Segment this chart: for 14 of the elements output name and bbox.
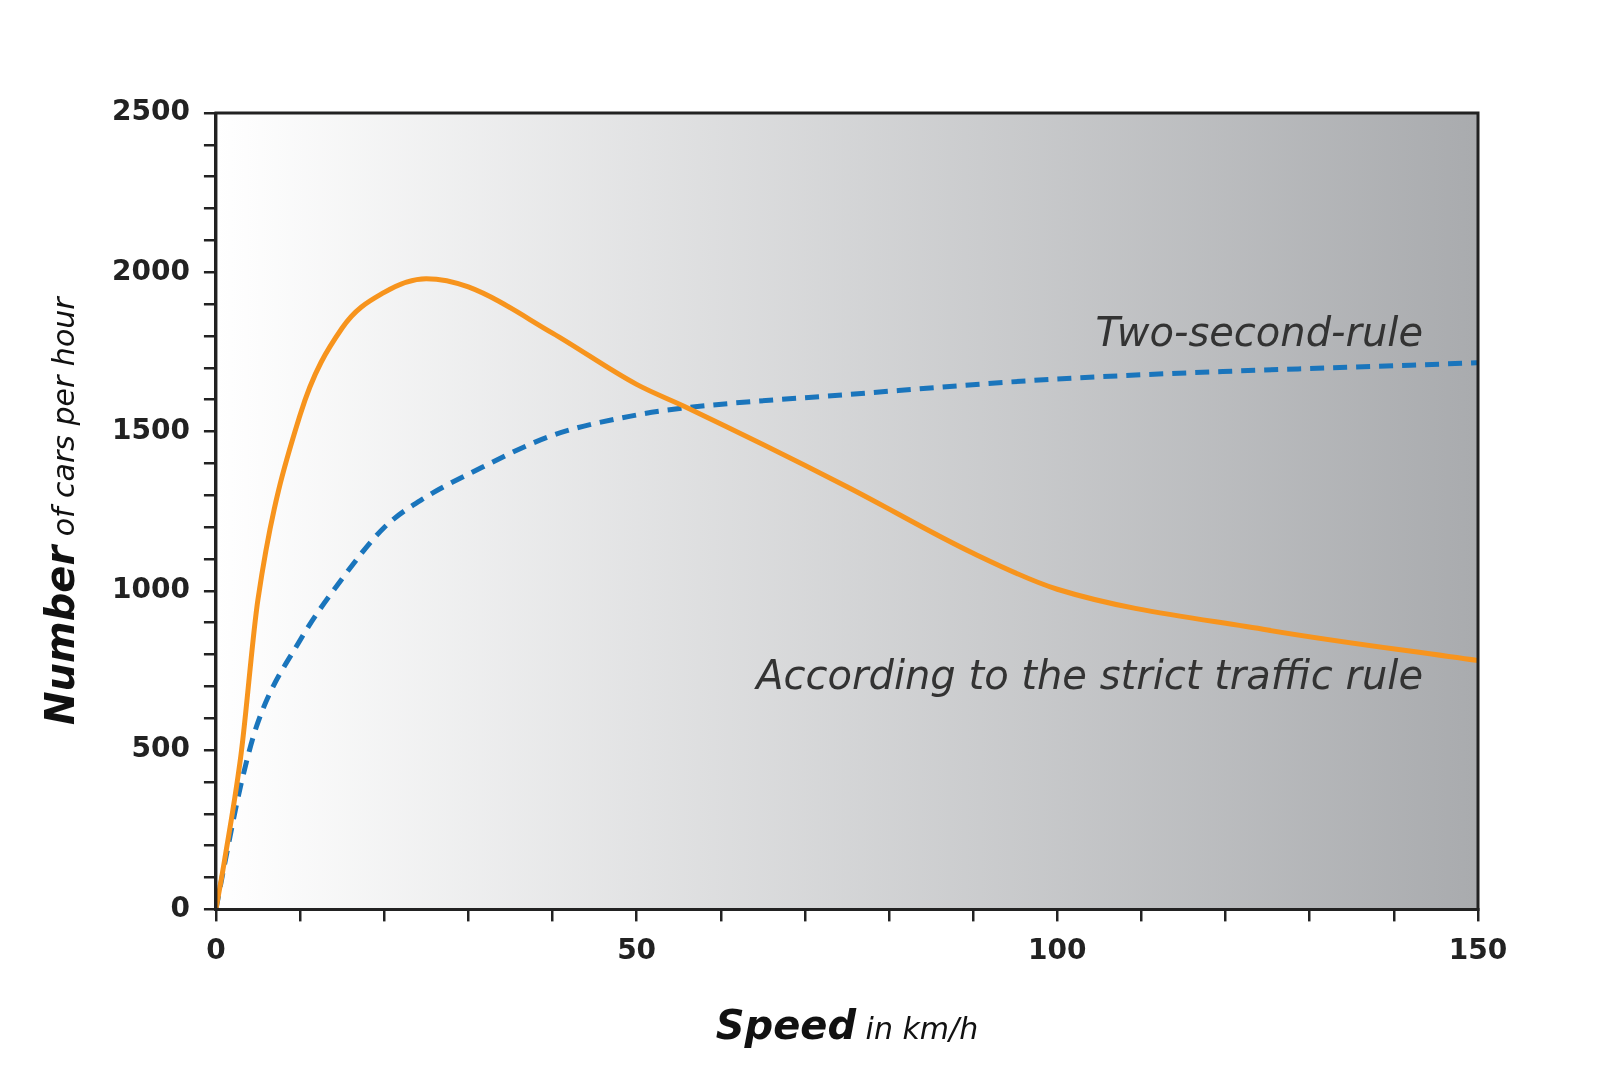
x-tick-label: 150 bbox=[1448, 933, 1508, 967]
y-tick-label: 2500 bbox=[111, 94, 190, 128]
annotation: According to the strict traffic rule bbox=[753, 651, 1423, 698]
annotation: Two-second-rule bbox=[1095, 309, 1423, 356]
x-tick-label: 0 bbox=[206, 933, 226, 967]
y-axis-title: Number of cars per hour bbox=[37, 295, 83, 725]
x-axis-title: Speed in km/h bbox=[715, 1002, 979, 1048]
y-tick-label: 1000 bbox=[111, 572, 190, 606]
y-tick-label: 0 bbox=[170, 890, 190, 924]
y-tick-label: 500 bbox=[131, 731, 190, 765]
x-tick-label: 50 bbox=[617, 933, 657, 967]
y-tick-label: 2000 bbox=[111, 253, 190, 287]
x-tick-label: 100 bbox=[1028, 933, 1087, 967]
y-tick-label: 1500 bbox=[111, 412, 190, 446]
